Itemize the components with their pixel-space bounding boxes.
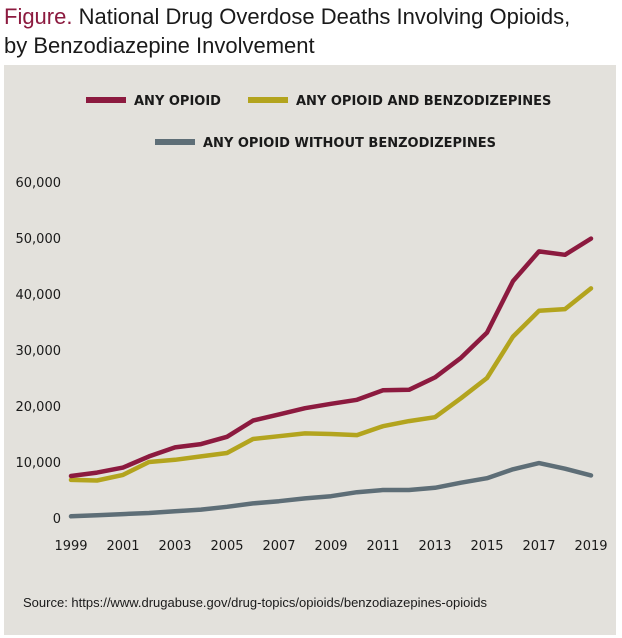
y-tick-label: 50,000 — [16, 232, 62, 247]
series-line-3 — [68, 460, 594, 519]
x-axis: 1999 2001 2003 2005 2007 2009 2011 2013 2015 2017… — [54, 539, 607, 554]
y-tick-label: 20,000 — [16, 400, 62, 415]
x-tick-label: 2013 — [418, 539, 451, 554]
x-tick-label: 2015 — [470, 539, 503, 554]
y-tick-label: 0 — [53, 512, 61, 527]
x-tick-label: 2007 — [262, 539, 295, 554]
series-layer — [68, 236, 594, 519]
series-line-2 — [68, 286, 594, 483]
x-tick-label: 2003 — [158, 539, 191, 554]
legend: ANY OPIOID ANY OPIOID AND BENZODIZEPINES A… — [86, 94, 551, 151]
x-tick-label: 2019 — [574, 539, 607, 554]
figure-title-line-1: National Drug Overdose Deaths Involving … — [78, 4, 571, 29]
y-tick-label: 10,000 — [16, 456, 62, 471]
y-tick-label: 40,000 — [16, 288, 62, 303]
line-chart: ANY OPIOID ANY OPIOID AND BENZODIZEPINES A… — [16, 94, 608, 610]
source-note: Source: https://www.drugabuse.gov/drug-t… — [23, 595, 487, 610]
series-line-1 — [68, 236, 594, 479]
x-tick-label: 2001 — [106, 539, 139, 554]
figure-label: Figure. — [4, 4, 73, 29]
x-tick-label: 2005 — [210, 539, 243, 554]
legend-label-1: ANY OPIOID — [134, 94, 221, 109]
y-tick-label: 30,000 — [16, 344, 62, 359]
x-tick-label: 2017 — [522, 539, 555, 554]
chart-panel: ANY OPIOID ANY OPIOID AND BENZODIZEPINES A… — [4, 65, 616, 635]
x-tick-label: 1999 — [54, 539, 87, 554]
legend-label-3: ANY OPIOID WITHOUT BENZODIZEPINES — [203, 136, 496, 151]
y-axis: 0 10,000 20,000 30,000 40,000 50,000 60,000 — [16, 176, 62, 527]
x-tick-label: 2009 — [314, 539, 347, 554]
figure-title: Figure. National Drug Overdose Deaths In… — [4, 2, 616, 60]
figure-title-line-2: by Benzodiazepine Involvement — [4, 33, 315, 58]
legend-label-2: ANY OPIOID AND BENZODIZEPINES — [296, 94, 551, 109]
y-tick-label: 60,000 — [16, 176, 62, 191]
x-tick-label: 2011 — [366, 539, 399, 554]
